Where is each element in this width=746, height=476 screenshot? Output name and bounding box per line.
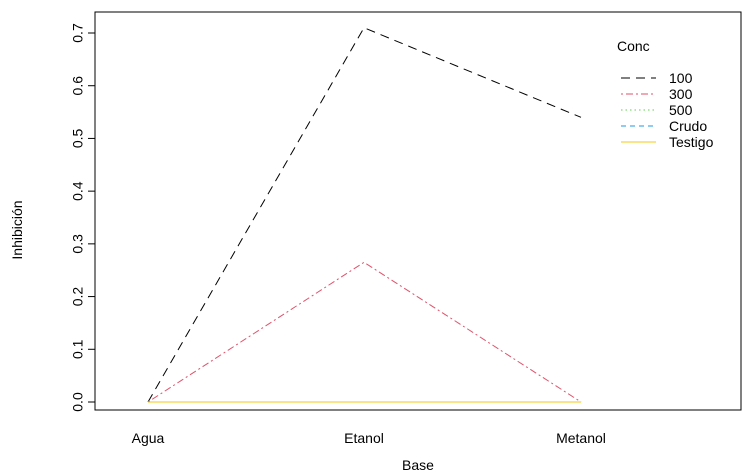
x-axis: Agua Etanol Metanol: [132, 430, 606, 446]
series-line-300: [147, 261, 582, 403]
legend-label: Crudo: [669, 118, 707, 134]
x-tick-label: Agua: [132, 430, 165, 446]
y-axis-title: Inhibición: [9, 200, 25, 259]
x-tick-label: Etanol: [344, 430, 384, 446]
legend-label: 100: [669, 70, 693, 86]
x-axis-title: Base: [402, 457, 434, 473]
y-tick-label: 0.7: [70, 23, 86, 43]
y-tick-label: 0.6: [70, 76, 86, 96]
legend-label: 500: [669, 102, 693, 118]
y-tick-label: 0.2: [70, 287, 86, 307]
x-tick-label: Metanol: [556, 430, 606, 446]
series-line-100: [147, 27, 582, 403]
legend-label: Testigo: [669, 134, 714, 150]
y-tick-label: 0.5: [70, 128, 86, 148]
y-tick-label: 0.3: [70, 234, 86, 254]
y-tick-label: 0.1: [70, 339, 86, 359]
y-tick-label: 0.0: [70, 392, 86, 412]
legend-title: Conc: [617, 38, 650, 54]
y-tick-label: 0.4: [70, 181, 86, 201]
plot-frame: [94, 11, 742, 411]
legend-label: 300: [669, 86, 693, 102]
series-lines: [147, 27, 582, 403]
y-axis: 0.0 0.1 0.2 0.3 0.4 0.5 0.6 0.7: [70, 23, 96, 412]
